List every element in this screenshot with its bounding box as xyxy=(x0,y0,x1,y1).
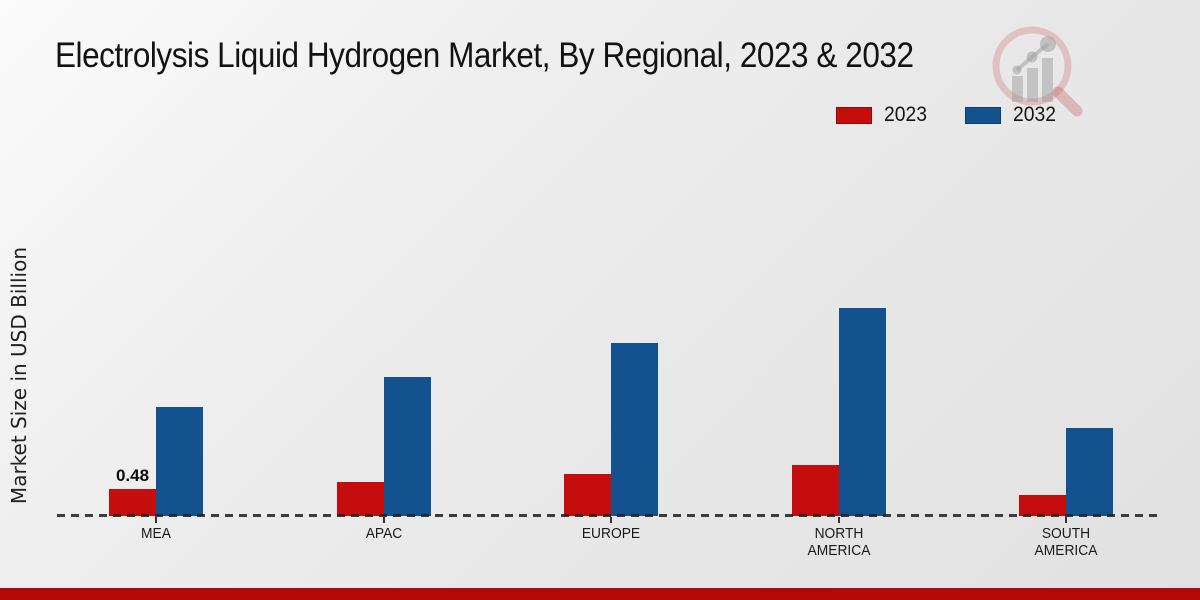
magnifier-bar-chart-logo xyxy=(992,26,1083,117)
x-axis-label-south-america: SOUTH AMERICA xyxy=(1034,525,1098,559)
bar-2032-europe xyxy=(611,342,658,516)
bar-2032-north-america xyxy=(838,307,886,516)
bar-2023-south-america xyxy=(1019,494,1066,516)
axis-tick-mea xyxy=(155,517,157,523)
x-axis-label-apac: APAC xyxy=(365,525,402,542)
footer-accent-bar xyxy=(0,588,1200,600)
bar-2023-mea xyxy=(109,489,156,516)
bar-value-label-mea: 0.48 xyxy=(115,466,150,485)
bar-2032-south-america xyxy=(1066,428,1113,516)
legend-item-2032: 2032 xyxy=(964,103,1060,127)
legend-swatch-2032 xyxy=(964,106,1001,124)
axis-tick-europe xyxy=(610,517,612,523)
legend-label-2032: 2032 xyxy=(1012,103,1056,126)
bar-2032-mea xyxy=(156,406,203,516)
x-axis-label-mea: MEA xyxy=(141,525,171,542)
legend-label-2023: 2023 xyxy=(884,103,927,126)
bar-2023-europe xyxy=(564,473,611,516)
axis-tick-north-america xyxy=(837,517,840,523)
axis-tick-apac xyxy=(382,517,385,523)
x-axis-label-europe: EUROPE xyxy=(581,525,641,542)
x-axis-baseline xyxy=(57,514,1161,517)
axis-tick-south-america xyxy=(1065,517,1067,523)
bar-2023-north-america xyxy=(791,464,839,516)
bar-2023-apac xyxy=(336,482,384,516)
legend-item-2023: 2023 xyxy=(836,103,931,127)
chart-title: Electrolysis Liquid Hydrogen Market, By … xyxy=(55,36,914,75)
bar-2032-apac xyxy=(383,377,431,516)
x-axis-label-north-america: NORTH AMERICA xyxy=(807,525,870,559)
legend: 2023 2032 xyxy=(836,103,1059,127)
legend-swatch-2023 xyxy=(836,106,872,124)
